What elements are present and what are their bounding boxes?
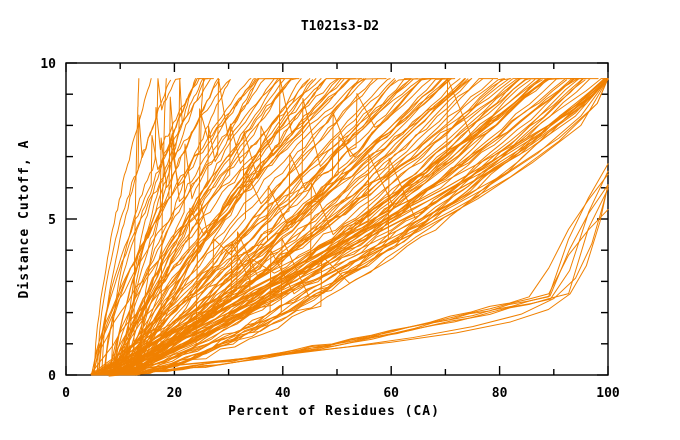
x-tick-label: 60 <box>383 386 399 401</box>
curve-generated <box>118 78 576 375</box>
curve-model-013 <box>119 78 609 367</box>
curve-generated <box>92 78 531 376</box>
curve-generated <box>110 78 214 375</box>
curve-generated <box>90 78 345 375</box>
curve-generated <box>105 78 585 376</box>
curve-generated <box>92 78 252 376</box>
curve-generated <box>112 78 391 374</box>
x-tick-label: 40 <box>275 386 291 401</box>
y-tick-label: 5 <box>48 213 56 228</box>
curve-generated <box>125 78 435 375</box>
curve-generated <box>127 78 311 375</box>
x-tick-label: 80 <box>492 386 508 401</box>
curve-generated <box>90 78 609 376</box>
curve-generated <box>102 78 520 376</box>
x-tick-label: 20 <box>167 386 183 401</box>
axis-ticks <box>65 62 609 376</box>
curve-outlier-low <box>94 209 609 376</box>
curve-generated <box>133 78 609 376</box>
curve-generated <box>91 78 285 375</box>
data-curves <box>90 78 609 377</box>
curve-generated <box>112 78 300 376</box>
curve-generated <box>113 78 281 375</box>
curve-generated <box>133 78 260 375</box>
curve-model-008-outlier-low <box>92 185 609 374</box>
curve-generated <box>93 78 152 375</box>
curve-generated <box>113 79 220 376</box>
x-axis-label: Percent of Residues (CA) <box>228 404 440 419</box>
curve-generated <box>123 78 411 376</box>
curve-generated <box>122 78 292 376</box>
curve-generated <box>137 78 452 375</box>
curve-generated <box>91 78 257 376</box>
curve-generated <box>102 78 452 376</box>
curve-generated <box>113 78 256 375</box>
curve-generated <box>115 78 580 375</box>
x-tick-label: 0 <box>62 386 70 401</box>
curve-generated <box>110 78 350 376</box>
curve-generated <box>117 78 297 375</box>
curve-generated <box>133 78 140 375</box>
curve-generated <box>113 78 609 375</box>
curve-generated <box>91 78 548 376</box>
curve-generated <box>118 78 449 375</box>
curve-generated <box>111 78 484 376</box>
curve-generated <box>98 79 231 374</box>
curve-generated <box>96 78 182 376</box>
curve-generated <box>116 78 449 376</box>
curve-generated <box>100 78 578 376</box>
curve-outlier-low <box>95 188 609 376</box>
curve-generated <box>93 79 547 376</box>
curve-generated <box>103 79 609 375</box>
curve-generated <box>110 78 421 376</box>
curve-generated <box>96 78 606 376</box>
curve-generated <box>125 78 259 376</box>
curve-generated <box>118 78 510 376</box>
y-tick-labels: 0 5 10 <box>40 57 56 384</box>
curve-generated <box>91 78 452 376</box>
curve-model-007-outlier-low <box>92 184 609 374</box>
y-axis-label: Distance Cutoff, A <box>17 140 32 299</box>
curve-generated <box>129 78 342 376</box>
chart-title: T1021s3-D2 <box>301 19 379 34</box>
curve-outlier-low <box>94 173 609 376</box>
curve-generated <box>103 78 278 376</box>
y-tick-label: 10 <box>40 57 56 72</box>
curve-generated <box>97 78 212 376</box>
curve-generated <box>133 78 587 376</box>
y-tick-label: 0 <box>48 369 56 384</box>
curve-generated <box>94 78 583 376</box>
x-tick-label: 100 <box>596 386 620 401</box>
x-tick-labels: 0 20 40 60 80 100 <box>62 386 620 401</box>
curve-generated <box>111 78 469 376</box>
